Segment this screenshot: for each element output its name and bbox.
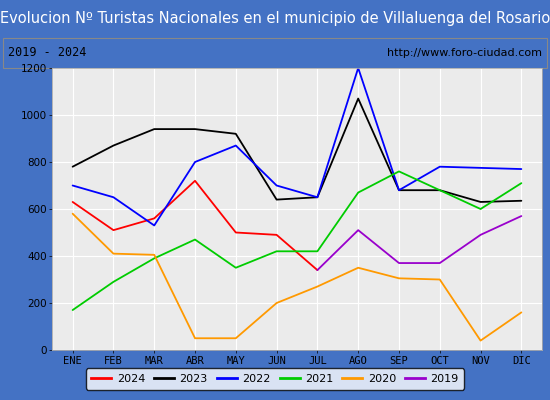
Text: 2019 - 2024: 2019 - 2024 <box>8 46 86 60</box>
Text: http://www.foro-ciudad.com: http://www.foro-ciudad.com <box>387 48 542 58</box>
Legend: 2024, 2023, 2022, 2021, 2020, 2019: 2024, 2023, 2022, 2021, 2020, 2019 <box>86 368 464 390</box>
Text: Evolucion Nº Turistas Nacionales en el municipio de Villaluenga del Rosario: Evolucion Nº Turistas Nacionales en el m… <box>0 12 550 26</box>
